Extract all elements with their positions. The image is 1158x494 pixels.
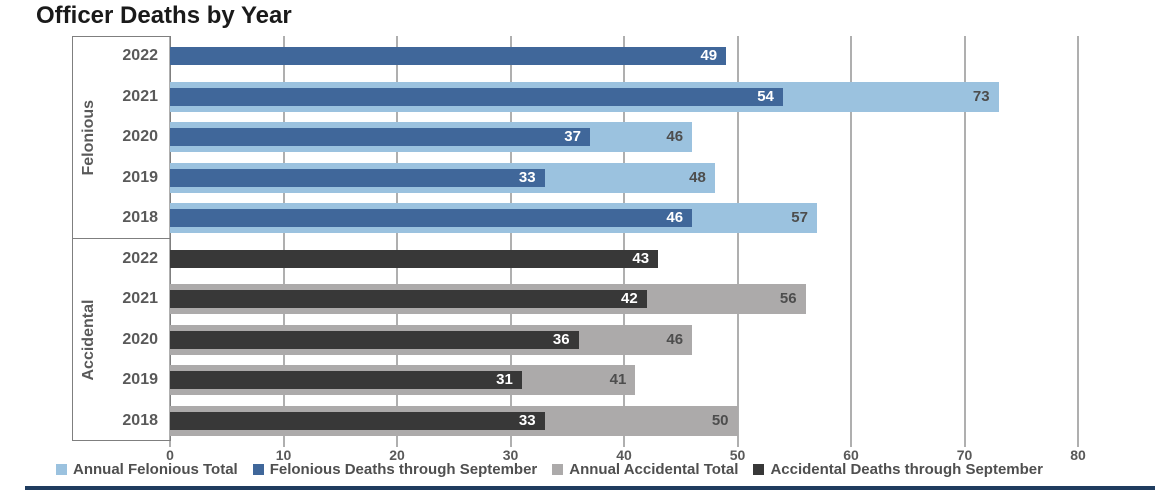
year-label-accidental-2018: 2018 — [122, 411, 158, 429]
year-label-felonious-2021: 2021 — [122, 87, 158, 105]
bottom-rule — [25, 486, 1155, 490]
value-label-through-september-accidental-2022: 43 — [632, 249, 650, 267]
gridline-50 — [736, 36, 739, 447]
legend-label: Annual Accidental Total — [569, 461, 739, 478]
legend-label: Felonious Deaths through September — [269, 461, 538, 478]
year-label-accidental-2021: 2021 — [122, 290, 158, 308]
value-label-annual-accidental-2020: 46 — [666, 330, 684, 348]
x-axis-tick-label: 60 — [843, 447, 859, 463]
bar-accidental-through-september-2018 — [170, 411, 545, 430]
x-axis-tick-label: 0 — [166, 447, 174, 463]
year-label-accidental-2019: 2019 — [122, 371, 158, 389]
gridline-60 — [850, 36, 852, 447]
gridline-40 — [623, 36, 625, 447]
legend-label: Annual Felonious Total — [73, 461, 238, 478]
value-label-through-september-accidental-2021: 42 — [621, 290, 638, 308]
category-section-divider — [72, 237, 171, 239]
bar-felonious-through-september-2021 — [170, 87, 783, 106]
legend-item-2: Annual Accidental Total — [552, 461, 738, 478]
bar-felonious-through-september-2018 — [170, 209, 693, 228]
x-axis-tick-label: 50 — [729, 447, 746, 463]
value-label-through-september-felonious-2022: 49 — [700, 47, 718, 65]
value-label-through-september-felonious-2018: 46 — [666, 209, 684, 227]
value-label-annual-accidental-2018: 50 — [711, 411, 729, 429]
year-label-felonious-2019: 2019 — [122, 168, 158, 186]
bar-accidental-through-september-2020 — [170, 330, 579, 349]
x-axis-tick-label: 40 — [616, 447, 632, 463]
value-label-through-september-accidental-2020: 36 — [552, 330, 570, 348]
x-axis-tick-label: 30 — [502, 447, 519, 463]
value-label-annual-felonious-2021: 73 — [972, 87, 990, 105]
bar-accidental-through-september-2021 — [170, 290, 647, 309]
gridline-70 — [963, 36, 966, 447]
value-label-annual-felonious-2020: 46 — [666, 128, 684, 146]
x-axis-tick-label: 10 — [275, 447, 292, 463]
legend-item-3: Accidental Deaths through September — [753, 461, 1043, 478]
bar-accidental-through-september-2019 — [170, 371, 522, 390]
x-axis-tick-label: 70 — [956, 447, 973, 463]
value-label-through-september-accidental-2018: 33 — [518, 411, 536, 429]
legend-item-1: Felonious Deaths through September — [252, 461, 538, 478]
value-label-through-september-felonious-2021: 54 — [757, 87, 774, 105]
value-label-annual-accidental-2019: 41 — [609, 371, 627, 389]
x-axis-tick-label: 20 — [389, 447, 405, 463]
value-label-annual-felonious-2018: 57 — [791, 209, 808, 227]
legend-label: Accidental Deaths through September — [770, 461, 1043, 478]
value-label-annual-accidental-2021: 56 — [779, 290, 797, 308]
gridline-80 — [1077, 36, 1079, 447]
year-label-felonious-2018: 2018 — [122, 209, 158, 227]
chart-title: Officer Deaths by Year — [36, 2, 292, 29]
value-label-through-september-accidental-2019: 31 — [496, 371, 513, 389]
bar-felonious-through-september-2020 — [170, 128, 590, 147]
x-axis-tick-label: 80 — [1070, 447, 1086, 463]
legend-swatch-icon — [753, 464, 765, 475]
legend-item-0: Annual Felonious Total — [56, 461, 238, 478]
gridline-10 — [282, 36, 285, 447]
gridline-30 — [509, 36, 512, 447]
value-label-through-september-felonious-2019: 33 — [518, 168, 536, 186]
bar-accidental-through-september-2022 — [170, 249, 659, 268]
value-label-through-september-felonious-2020: 37 — [564, 128, 581, 146]
year-label-accidental-2022: 2022 — [122, 249, 158, 267]
legend: Annual Felonious Total Felonious Deaths t… — [56, 461, 1043, 478]
legend-swatch-icon — [252, 464, 264, 475]
year-label-accidental-2020: 2020 — [122, 330, 158, 348]
gridline-20 — [396, 36, 398, 447]
year-label-felonious-2020: 2020 — [122, 128, 158, 146]
year-label-felonious-2022: 2022 — [122, 47, 158, 65]
legend-swatch-icon — [552, 464, 564, 475]
bar-felonious-through-september-2022 — [170, 47, 727, 66]
legend-swatch-icon — [56, 464, 67, 475]
bar-felonious-through-september-2019 — [170, 168, 545, 187]
value-label-annual-felonious-2019: 48 — [689, 168, 706, 186]
